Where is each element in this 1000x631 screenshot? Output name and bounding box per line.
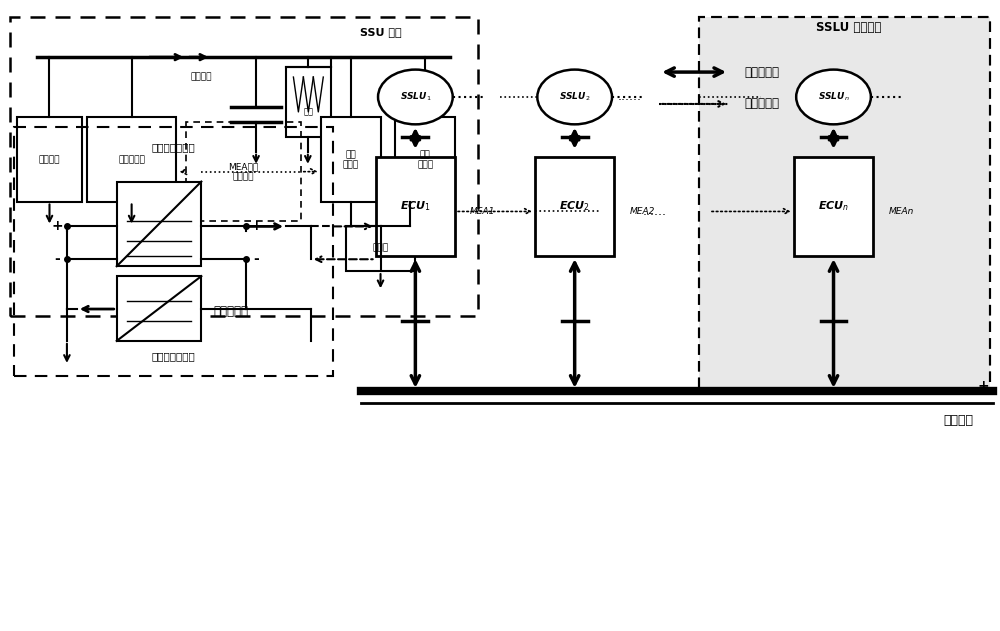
- Text: ......: ......: [642, 205, 666, 218]
- Text: 放电
调节器: 放电 调节器: [417, 150, 433, 169]
- Text: 反向并网控制器: 反向并网控制器: [152, 351, 195, 361]
- Bar: [699, 17, 990, 391]
- Text: ......: ......: [617, 90, 641, 103]
- Text: +: +: [250, 220, 262, 233]
- Text: SSLU 微网系统: SSLU 微网系统: [816, 21, 881, 34]
- Ellipse shape: [537, 69, 612, 124]
- Text: 正向并网控制器: 正向并网控制器: [152, 142, 195, 151]
- Text: -: -: [253, 252, 259, 266]
- Ellipse shape: [796, 69, 871, 124]
- Text: 分流调节器: 分流调节器: [118, 155, 145, 164]
- Text: MEAn: MEAn: [888, 207, 914, 216]
- Text: +: +: [51, 220, 63, 233]
- Text: +: +: [977, 379, 989, 392]
- Text: 公共母线: 公共母线: [943, 414, 973, 427]
- Bar: [17, 117, 82, 201]
- Bar: [117, 182, 201, 266]
- Text: 光伏阵列: 光伏阵列: [39, 155, 60, 164]
- Text: SSLU$_2$: SSLU$_2$: [559, 91, 590, 103]
- Text: SSLU$_n$: SSLU$_n$: [818, 91, 849, 103]
- Bar: [87, 117, 176, 201]
- Text: 源儲荷单元: 源儲荷单元: [214, 305, 249, 317]
- Text: ECU$_n$: ECU$_n$: [818, 199, 849, 213]
- Bar: [346, 227, 415, 271]
- Bar: [535, 156, 614, 256]
- Text: MEA1: MEA1: [470, 207, 496, 216]
- Text: 单向信息流: 单向信息流: [744, 97, 779, 110]
- Bar: [376, 156, 455, 256]
- Ellipse shape: [378, 69, 453, 124]
- Text: MEA2: MEA2: [629, 207, 655, 216]
- Text: MEA信号
生成电路: MEA信号 生成电路: [229, 162, 259, 181]
- Text: 双向能量流: 双向能量流: [744, 66, 779, 79]
- Bar: [321, 117, 381, 201]
- Bar: [395, 117, 455, 201]
- Text: -: -: [54, 252, 60, 266]
- Bar: [794, 156, 873, 256]
- Text: SSU 母线: SSU 母线: [360, 27, 401, 37]
- Text: 充电
调节器: 充电 调节器: [343, 150, 359, 169]
- Bar: [286, 67, 331, 137]
- Bar: [117, 276, 201, 341]
- Text: 母线电容: 母线电容: [191, 73, 212, 81]
- Text: 蓄电池: 蓄电池: [372, 244, 389, 253]
- Text: ECU$_2$: ECU$_2$: [559, 199, 590, 213]
- Text: SSLU$_1$: SSLU$_1$: [400, 91, 431, 103]
- Text: 负载: 负载: [304, 107, 314, 116]
- Text: ECU$_1$: ECU$_1$: [400, 199, 431, 213]
